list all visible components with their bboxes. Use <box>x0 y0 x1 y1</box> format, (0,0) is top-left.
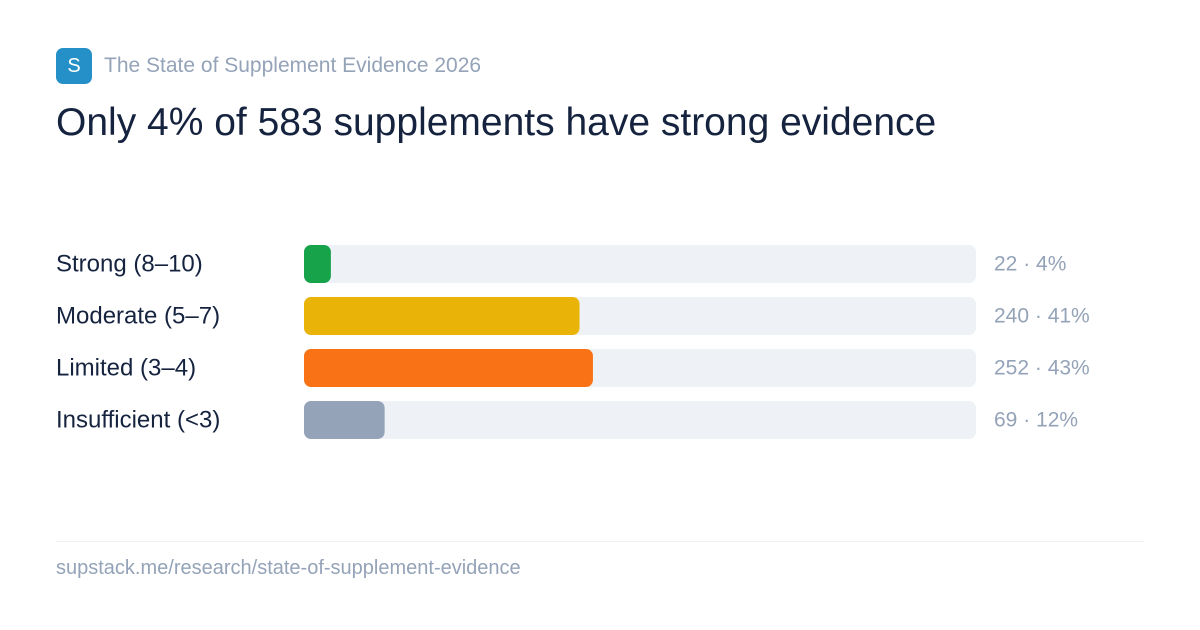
bar-strong <box>304 245 331 283</box>
headline: Only 4% of 583 supplements have strong e… <box>56 101 937 144</box>
s-logo-icon: S <box>56 48 92 84</box>
bar-moderate <box>304 297 580 335</box>
bar-value-insufficient: 69 · 12% <box>994 409 1078 432</box>
bar-label-moderate: Moderate (5–7) <box>56 303 220 330</box>
brand: S The State of Supplement Evidence 2026 <box>56 48 481 84</box>
footer-url: supstack.me/research/state-of-supplement… <box>56 557 521 579</box>
bar-value-limited: 252 · 43% <box>994 357 1090 380</box>
bar-track-strong <box>304 245 976 283</box>
bar-insufficient <box>304 401 385 439</box>
bar-label-insufficient: Insufficient (<3) <box>56 407 220 434</box>
bar-value-moderate: 240 · 41% <box>994 305 1090 328</box>
footer-divider <box>56 541 1144 542</box>
bar-limited <box>304 349 593 387</box>
bar-label-limited: Limited (3–4) <box>56 355 196 382</box>
bar-track-insufficient <box>304 401 976 439</box>
bar-value-strong: 22 · 4% <box>994 253 1066 276</box>
brand-name: The State of Supplement Evidence 2026 <box>104 54 482 77</box>
bar-label-strong: Strong (8–10) <box>56 251 203 278</box>
